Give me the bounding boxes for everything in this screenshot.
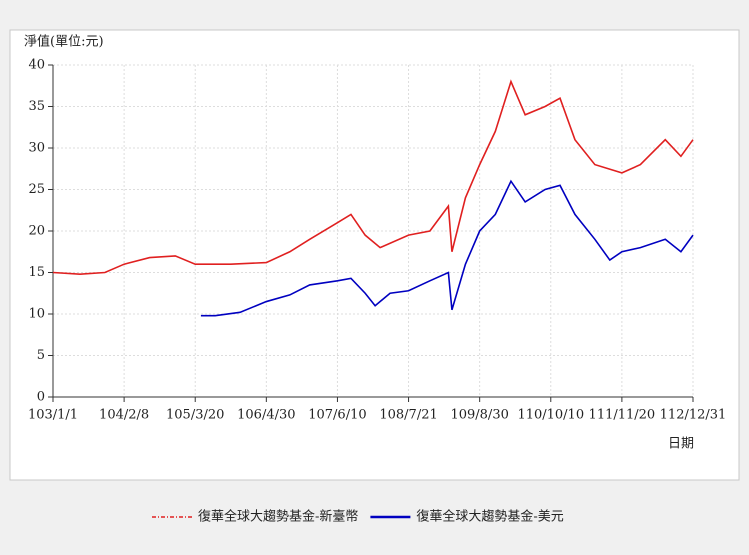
y-tick-label: 10 (28, 307, 45, 322)
series-line (52, 79, 694, 275)
x-tick-label: 109/8/30 (450, 408, 508, 423)
y-tick-label: 25 (28, 182, 45, 197)
y-axis-label: 淨值(單位:元) (24, 34, 104, 50)
x-tick-label: 107/6/10 (308, 408, 366, 423)
y-tick-label: 0 (37, 390, 45, 405)
legend-label: 復華全球大趨勢基金-新臺幣 (198, 509, 358, 525)
y-tick-label: 5 (37, 348, 45, 363)
x-tick-label: 106/4/30 (237, 408, 295, 423)
x-tick-label: 105/3/20 (166, 408, 224, 423)
y-tick-label: 35 (28, 99, 45, 114)
series-line (200, 179, 694, 317)
y-tick-label: 15 (28, 265, 45, 280)
y-tick-label: 20 (28, 224, 45, 239)
x-tick-label: 112/12/31 (660, 408, 727, 423)
x-tick-label: 108/7/21 (379, 408, 437, 423)
x-axis-label: 日期 (668, 437, 694, 452)
y-tick-label: 30 (28, 141, 45, 156)
x-tick-label: 111/11/20 (589, 408, 656, 423)
legend-label: 復華全球大趨勢基金-美元 (416, 509, 563, 525)
x-tick-label: 110/10/10 (517, 408, 584, 423)
y-tick-label: 40 (28, 58, 45, 73)
x-tick-label: 104/2/8 (99, 408, 149, 423)
x-tick-label: 103/1/1 (28, 408, 78, 423)
